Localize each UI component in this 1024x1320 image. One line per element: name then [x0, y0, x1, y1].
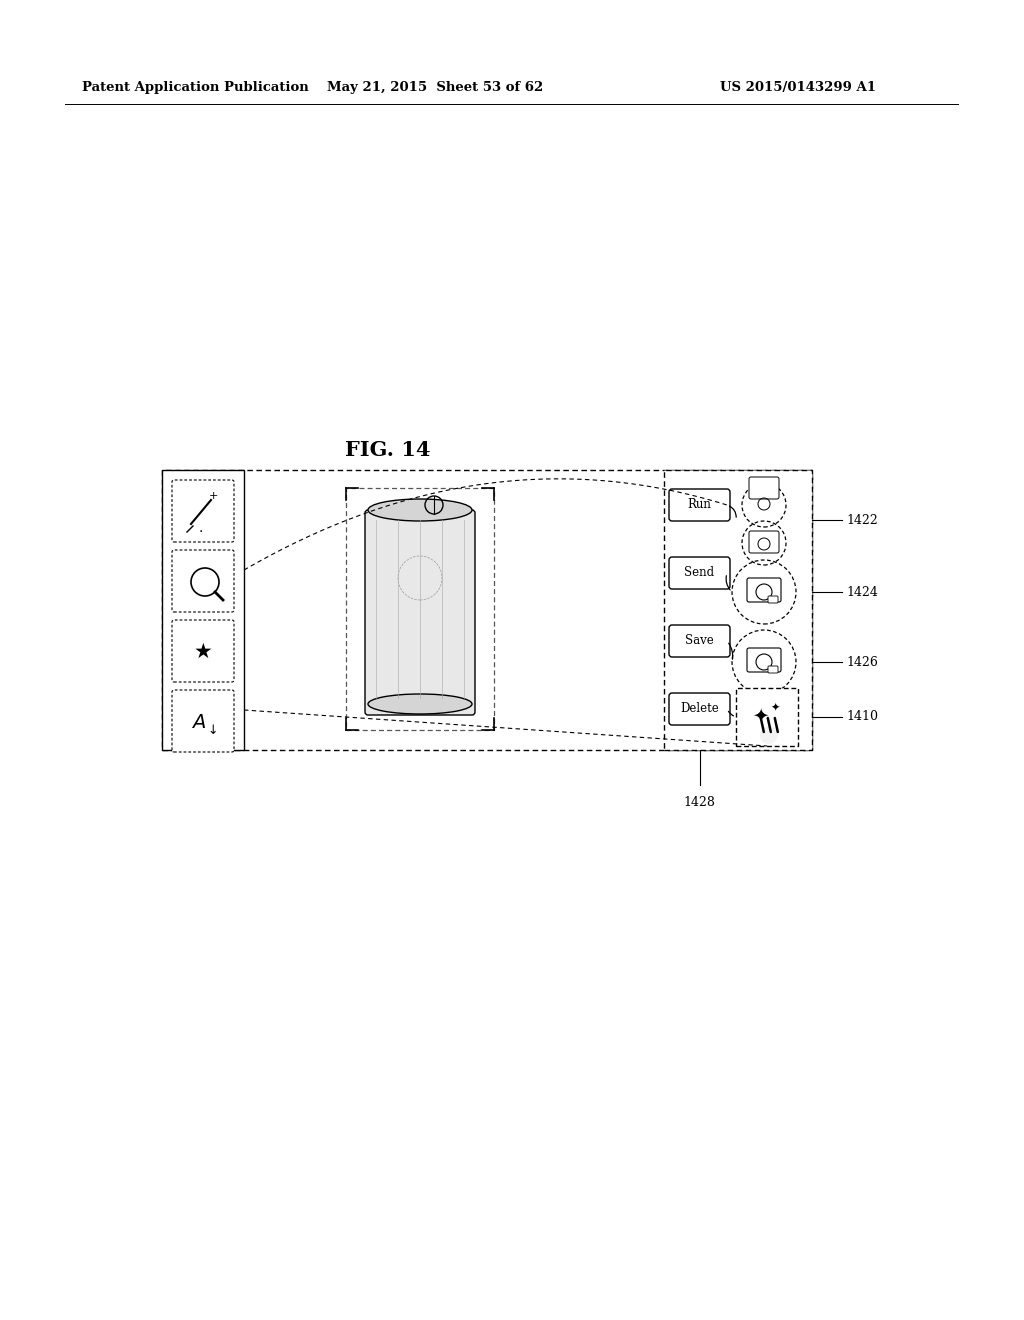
Bar — [346, 488, 494, 730]
Text: ✦: ✦ — [770, 704, 779, 713]
Text: $\mathit{A}$: $\mathit{A}$ — [191, 713, 207, 731]
FancyBboxPatch shape — [768, 667, 778, 673]
Text: May 21, 2015  Sheet 53 of 62: May 21, 2015 Sheet 53 of 62 — [327, 82, 543, 95]
Ellipse shape — [368, 694, 472, 714]
FancyBboxPatch shape — [749, 531, 779, 553]
Bar — [736, 688, 798, 746]
Text: Run: Run — [687, 499, 712, 511]
FancyBboxPatch shape — [746, 578, 781, 602]
Text: 1410: 1410 — [846, 710, 878, 723]
Text: 1422: 1422 — [846, 513, 878, 527]
Text: ↓: ↓ — [208, 723, 218, 737]
FancyBboxPatch shape — [746, 648, 781, 672]
Text: ✦: ✦ — [753, 706, 769, 726]
FancyBboxPatch shape — [365, 510, 475, 715]
Text: ★: ★ — [194, 642, 212, 663]
FancyBboxPatch shape — [172, 690, 234, 752]
Text: Delete: Delete — [680, 702, 719, 715]
Bar — [162, 470, 812, 750]
Text: Save: Save — [685, 635, 714, 648]
FancyBboxPatch shape — [768, 597, 778, 603]
Text: 1426: 1426 — [846, 656, 878, 668]
Ellipse shape — [368, 499, 472, 521]
FancyBboxPatch shape — [172, 480, 234, 543]
Text: +: + — [208, 491, 218, 502]
Bar — [664, 470, 812, 750]
FancyBboxPatch shape — [669, 624, 730, 657]
Text: Send: Send — [684, 566, 715, 579]
Bar — [162, 470, 244, 750]
FancyBboxPatch shape — [669, 488, 730, 521]
FancyBboxPatch shape — [172, 620, 234, 682]
Text: FIG. 14: FIG. 14 — [345, 440, 431, 459]
FancyBboxPatch shape — [749, 477, 779, 499]
Text: US 2015/0143299 A1: US 2015/0143299 A1 — [720, 82, 876, 95]
FancyBboxPatch shape — [172, 550, 234, 612]
Text: 1424: 1424 — [846, 586, 878, 598]
FancyBboxPatch shape — [669, 693, 730, 725]
Text: Patent Application Publication: Patent Application Publication — [82, 82, 309, 95]
Text: 1428: 1428 — [684, 796, 716, 808]
FancyBboxPatch shape — [669, 557, 730, 589]
Text: ·: · — [199, 525, 203, 539]
Circle shape — [760, 726, 778, 744]
